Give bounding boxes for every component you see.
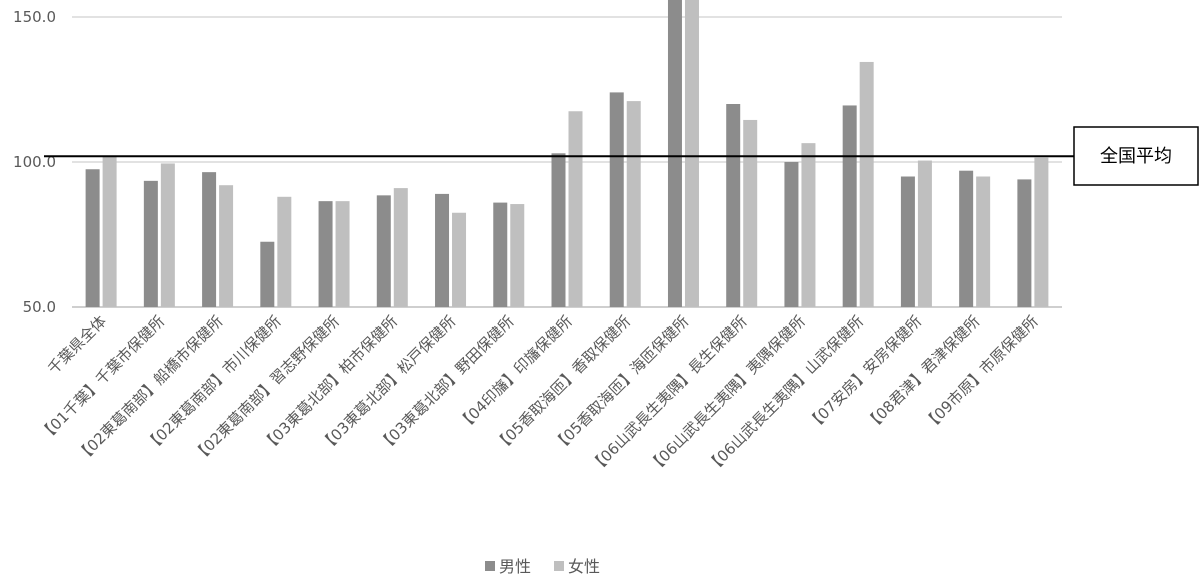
bar-female bbox=[219, 185, 234, 307]
x-tick-label: 【07安房】安房保健所 bbox=[804, 312, 926, 434]
legend-swatch bbox=[485, 561, 495, 571]
bar-female bbox=[510, 204, 525, 307]
legend-label: 男性 bbox=[499, 557, 531, 576]
legend-swatch bbox=[554, 561, 564, 571]
bar-female bbox=[277, 196, 292, 307]
bar-female bbox=[743, 119, 758, 307]
bar-male bbox=[842, 105, 857, 307]
reference-label-box bbox=[1073, 126, 1199, 186]
bar-male bbox=[726, 104, 741, 307]
bar-male bbox=[667, 0, 682, 307]
x-axis: 千葉県全体【01千葉】千葉市保健所【02東葛南部】船橋市保健所【02東葛南部】市… bbox=[36, 312, 1042, 476]
bar-female bbox=[626, 101, 641, 307]
reference-line-group: 全国平均 bbox=[44, 126, 1199, 186]
y-tick-label: 150.0 bbox=[13, 8, 56, 26]
bar-male bbox=[1017, 179, 1032, 307]
y-axis: 50.0 100.0 150.0 bbox=[13, 8, 56, 316]
bar-male bbox=[784, 162, 799, 307]
reference-label: 全国平均 bbox=[1100, 146, 1172, 167]
bar-male bbox=[143, 180, 158, 307]
bar-female bbox=[160, 163, 175, 307]
bar-male bbox=[85, 169, 100, 307]
legend: 男性 女性 bbox=[485, 557, 600, 576]
bar-male bbox=[435, 193, 450, 307]
bar-male bbox=[318, 201, 333, 307]
bar-female bbox=[1034, 157, 1049, 307]
y-tick-label: 50.0 bbox=[23, 298, 56, 316]
bar-male bbox=[376, 195, 391, 307]
bar-female bbox=[976, 176, 991, 307]
bar-male bbox=[551, 153, 566, 307]
y-tick-label: 100.0 bbox=[13, 153, 56, 171]
x-tick-label: 【09市原】市原保健所 bbox=[920, 312, 1042, 434]
bar-male bbox=[202, 172, 217, 307]
bar-male bbox=[260, 241, 275, 307]
bar-female bbox=[335, 201, 350, 307]
bar-female bbox=[452, 212, 467, 307]
bar-female bbox=[102, 156, 117, 307]
legend-label: 女性 bbox=[568, 557, 600, 576]
bar-female bbox=[568, 111, 583, 307]
x-tick-label: 【08君津】君津保健所 bbox=[862, 312, 984, 434]
bar-female bbox=[859, 61, 874, 308]
bar-female bbox=[801, 143, 816, 307]
x-tick-label: 【04印旛】印旛保健所 bbox=[454, 312, 576, 434]
bar-male bbox=[493, 202, 508, 307]
bar-female bbox=[917, 160, 932, 307]
bars bbox=[85, 0, 1049, 308]
bar-male bbox=[609, 92, 624, 308]
bar-female bbox=[684, 0, 699, 307]
bar-male bbox=[959, 170, 974, 307]
grid bbox=[72, 16, 1062, 308]
bar-male bbox=[900, 176, 915, 307]
bar-female bbox=[393, 188, 408, 307]
